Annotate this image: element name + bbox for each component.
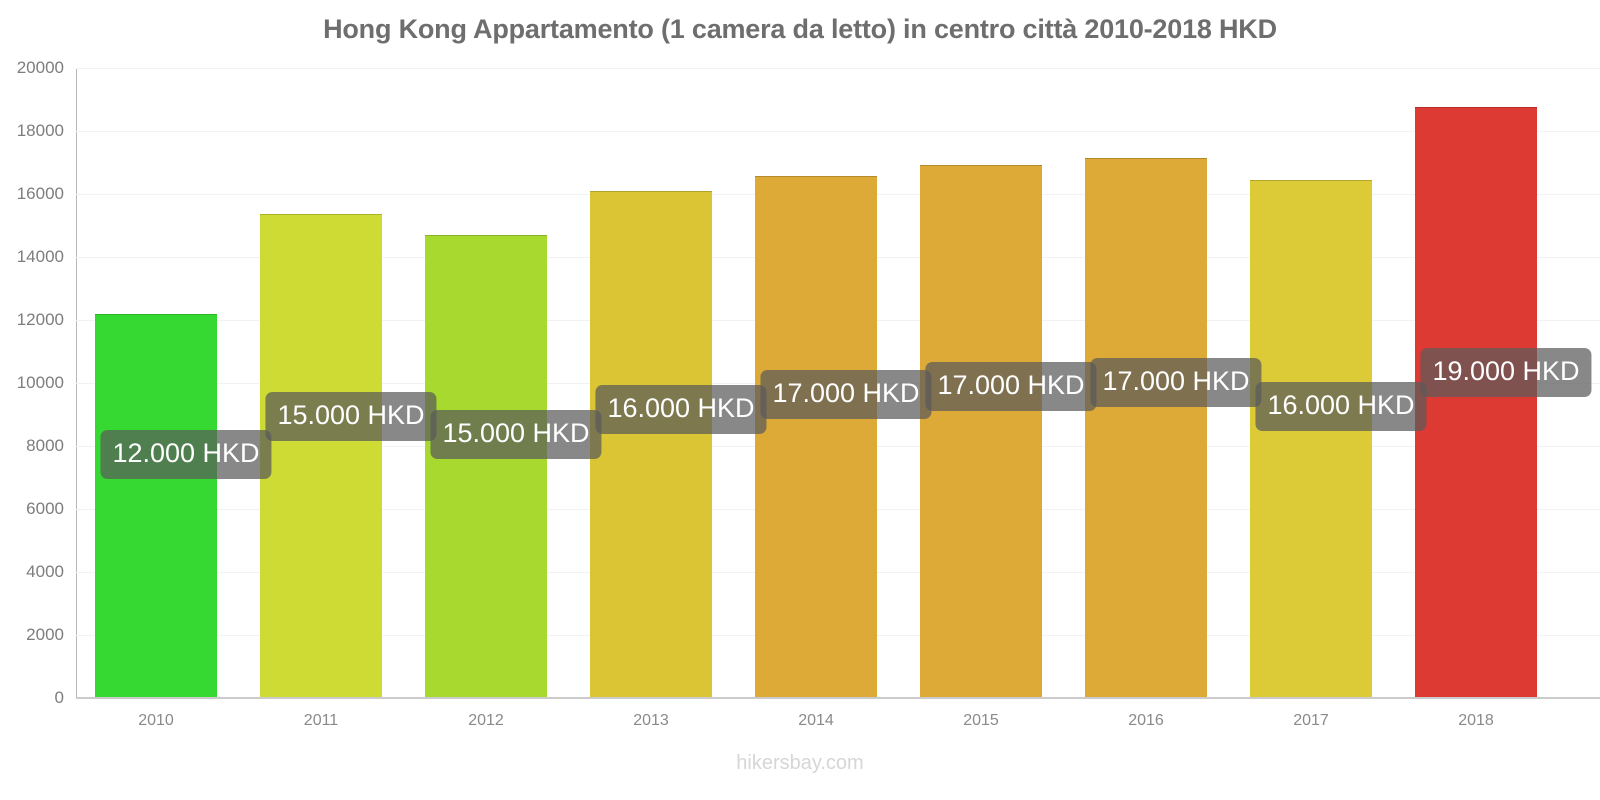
x-axis-tick-label: 2014 (798, 712, 834, 729)
bar[interactable] (425, 234, 547, 698)
x-axis-tick-label: 2011 (303, 712, 339, 729)
plot-area: 12.000 HKD 15.000 HKD 15.000 HKD 16.000 HKD… (76, 68, 1600, 699)
footer-watermark: hikersbay.com (736, 752, 864, 774)
bar[interactable] (1085, 157, 1207, 698)
x-axis-tick-label: 2015 (963, 712, 999, 729)
x-axis-line (76, 697, 1600, 699)
bar-value-label: 15.000 HKD (265, 392, 437, 441)
y-axis-tick-label: 8000 (26, 436, 64, 455)
bar[interactable] (1250, 180, 1372, 698)
gridline (76, 131, 1600, 132)
bar-value-label: 15.000 HKD (430, 410, 602, 459)
bar-value-label: 17.000 HKD (925, 362, 1097, 411)
y-axis-tick-label: 10000 (16, 373, 64, 392)
x-axis-tick-label: 2017 (1293, 712, 1329, 729)
bar[interactable] (1415, 107, 1537, 698)
y-axis-tick-label: 14000 (16, 247, 64, 266)
bar[interactable] (95, 313, 217, 698)
y-axis-tick-label: 20000 (16, 58, 64, 77)
x-axis-tick-label: 2012 (468, 712, 504, 729)
y-axis-tick-label: 16000 (16, 184, 64, 203)
y-axis-tick-label: 12000 (16, 310, 64, 329)
bar-value-label: 17.000 HKD (760, 370, 932, 419)
bar-value-label: 12.000 HKD (100, 430, 272, 479)
page-title: Hong Kong Appartamento (1 camera da lett… (323, 14, 1277, 44)
x-axis-tick-label: 2010 (138, 712, 174, 729)
y-axis-tick-label: 4000 (26, 562, 64, 581)
y-axis-tick-label: 0 (54, 688, 64, 707)
bar-value-label: 16.000 HKD (1255, 382, 1427, 431)
y-axis-tick-label: 6000 (26, 499, 64, 518)
x-axis-tick-label: 2013 (633, 712, 669, 729)
bar-value-label: 16.000 HKD (595, 385, 767, 434)
bar[interactable] (755, 176, 877, 698)
bar[interactable] (590, 191, 712, 698)
bar[interactable] (260, 214, 382, 698)
bar-value-label: 17.000 HKD (1090, 358, 1262, 407)
bar-value-label: 19.000 HKD (1420, 348, 1592, 397)
bar[interactable] (920, 165, 1042, 698)
y-axis-tick-label: 18000 (16, 121, 64, 140)
x-axis-tick-label: 2018 (1458, 712, 1494, 729)
x-axis-tick-label: 2016 (1128, 712, 1164, 729)
y-axis-tick-label: 2000 (26, 625, 64, 644)
gridline (76, 68, 1600, 69)
